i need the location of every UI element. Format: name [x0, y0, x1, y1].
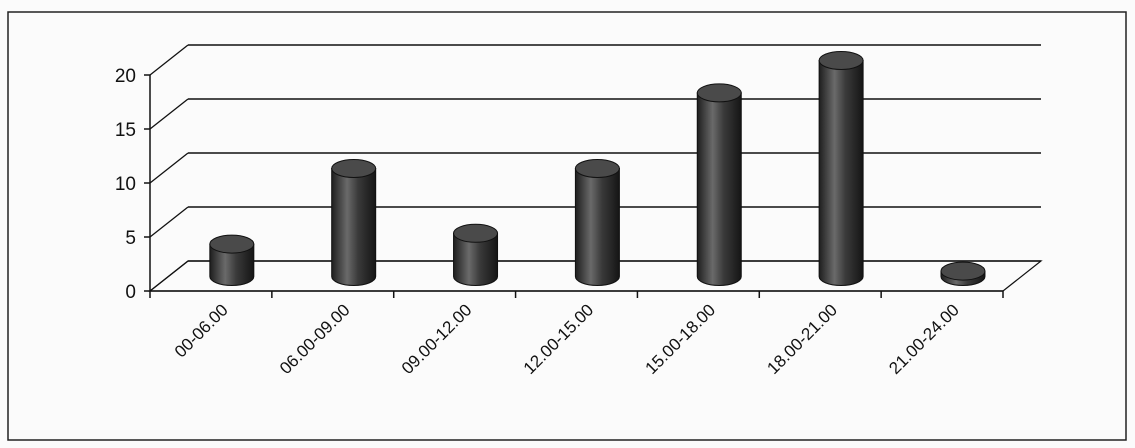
y-tick-label: 5	[125, 228, 136, 249]
bar-top	[453, 223, 499, 243]
y-tick-label: 10	[115, 174, 136, 195]
bar-12.00-15.00	[574, 159, 620, 286]
side-gridline	[149, 152, 189, 184]
bar-top	[940, 261, 986, 281]
bar-21.00-24.00	[940, 261, 986, 286]
x-tick-label: 21.00-24.00	[885, 300, 963, 378]
x-tick-label: 12.00-15.00	[520, 300, 598, 378]
bar-00-06.00	[209, 234, 255, 286]
x-tick-label: 00-06.00	[171, 300, 232, 361]
chart-frame	[7, 11, 1127, 441]
x-tick-label: 18.00-21.00	[763, 300, 841, 378]
x-tick-label: 09.00-12.00	[398, 300, 476, 378]
bar-top	[818, 51, 864, 70]
y-tick-label: 15	[115, 120, 136, 141]
bar-top	[574, 159, 620, 178]
bar-09.00-12.00	[453, 223, 499, 286]
bar-06.00-09.00	[331, 159, 377, 286]
bar-body	[331, 168, 377, 286]
side-gridline	[149, 206, 189, 238]
bar-top	[331, 159, 377, 178]
bar-top	[696, 83, 742, 103]
bar-18.00-21.00	[818, 51, 864, 286]
y-tick-label: 0	[125, 282, 136, 303]
x-tick-label: 06.00-09.00	[276, 300, 354, 378]
bar-body	[209, 243, 255, 286]
bar-body	[696, 92, 742, 286]
x-tick-label: 15.00-18.00	[642, 300, 720, 378]
side-gridline	[149, 98, 189, 130]
bar-body	[818, 60, 864, 286]
bar-body	[453, 232, 499, 286]
bar-15.00-18.00	[696, 83, 742, 286]
bar-body	[574, 168, 620, 286]
y-tick-label: 20	[115, 66, 136, 87]
bar-top	[209, 234, 255, 254]
side-gridline	[149, 44, 189, 76]
